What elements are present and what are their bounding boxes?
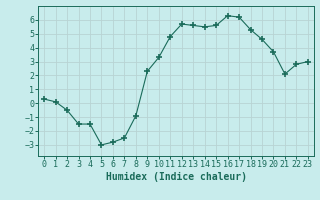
X-axis label: Humidex (Indice chaleur): Humidex (Indice chaleur)	[106, 172, 246, 182]
